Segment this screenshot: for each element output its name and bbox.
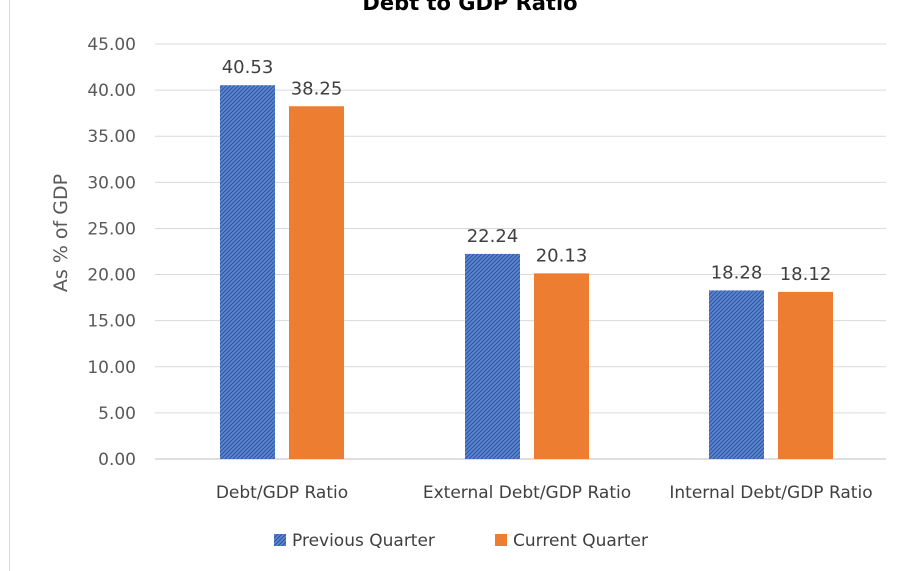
bar-current-2 (778, 291, 833, 459)
y-axis-ticks: 0.00 5.00 10.00 15.00 20.00 25.00 30.00 35.00 40… (87, 35, 136, 470)
legend-label-current: Current Quarter (513, 531, 648, 551)
bars (220, 85, 833, 460)
y-tick-label: 45.00 (87, 35, 136, 55)
legend-label-previous: Previous Quarter (292, 531, 435, 551)
data-label: 40.53 (222, 57, 274, 78)
y-tick-label: 15.00 (87, 312, 136, 332)
legend-swatch-current (495, 534, 507, 546)
data-label: 18.28 (711, 262, 763, 283)
y-tick-label: 40.00 (87, 81, 136, 101)
y-tick-label: 30.00 (87, 173, 136, 193)
y-tick-label: 10.00 (87, 358, 136, 378)
data-label: 20.13 (536, 245, 588, 266)
category-label: Debt/GDP Ratio (216, 483, 348, 503)
bar-current-1 (534, 273, 589, 459)
data-label: 18.12 (780, 264, 832, 285)
category-label: Internal Debt/GDP Ratio (669, 483, 872, 503)
data-label: 22.24 (467, 226, 519, 247)
data-labels: 40.53 22.24 18.28 38.25 20.13 18.12 (222, 57, 832, 285)
legend-swatch-previous (274, 534, 286, 546)
gridlines (155, 43, 886, 460)
legend: Previous Quarter Current Quarter (274, 531, 648, 551)
y-tick-label: 35.00 (87, 127, 136, 147)
category-labels: Debt/GDP Ratio External Debt/GDP Ratio Int… (216, 483, 873, 503)
category-label: External Debt/GDP Ratio (423, 483, 631, 503)
y-tick-label: 25.00 (87, 219, 136, 239)
bar-previous-0 (220, 85, 275, 460)
bar-current-0 (289, 106, 344, 459)
chart-title: Debt to GDP Ratio (362, 0, 577, 15)
y-tick-label: 5.00 (98, 404, 136, 424)
y-tick-label: 20.00 (87, 266, 136, 286)
bar-previous-1 (465, 253, 520, 459)
y-axis-label: As % of GDP (50, 174, 72, 292)
bar-previous-2 (709, 290, 764, 459)
data-label: 38.25 (291, 78, 343, 99)
y-tick-label: 0.00 (98, 450, 136, 470)
